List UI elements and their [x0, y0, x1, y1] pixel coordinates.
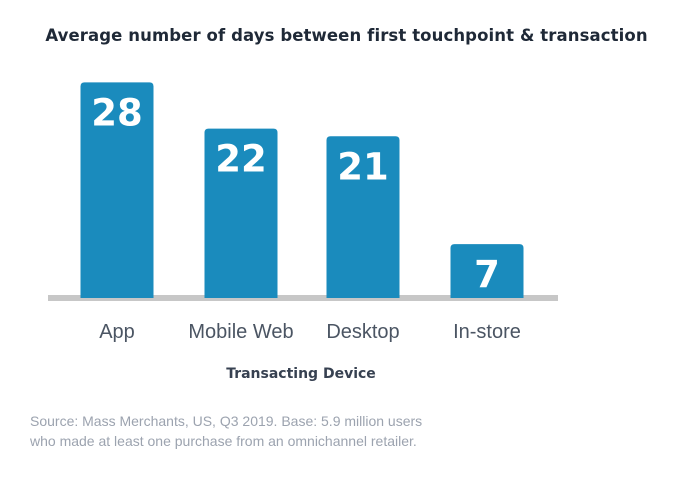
data-label-desktop: 21	[337, 145, 389, 188]
x-tick-labels: App Mobile Web Desktop In-store	[99, 321, 521, 343]
source-line-1: Source: Mass Merchants, US, Q3 2019. Bas…	[30, 413, 423, 429]
bar-desktop	[326, 136, 400, 298]
source-line-2: who made at least one purchase from an o…	[30, 433, 417, 449]
x-axis-title: Transacting Device	[226, 366, 376, 382]
data-label-app: 28	[91, 91, 143, 134]
bar-chart: 28 22 21 7 App Mobile Web Desktop In-store Tra…	[48, 82, 558, 382]
source-note: Source: Mass Merchants, US, Q3 2019. Bas…	[30, 411, 550, 451]
bar-mobile-web	[204, 128, 278, 298]
x-tick-label-desktop: Desktop	[326, 321, 399, 343]
x-tick-label-app: App	[99, 321, 135, 343]
bar-app	[80, 82, 154, 299]
chart-title: Average number of days between first tou…	[45, 26, 648, 45]
bars-group: 28 22 21 7	[80, 82, 524, 299]
x-tick-label-in-store: In-store	[453, 321, 521, 343]
data-label-mobile-web: 22	[215, 138, 267, 181]
bar-in-store	[450, 244, 524, 298]
data-label-in-store: 7	[474, 253, 500, 296]
x-tick-label-mobile-web: Mobile Web	[188, 321, 293, 343]
